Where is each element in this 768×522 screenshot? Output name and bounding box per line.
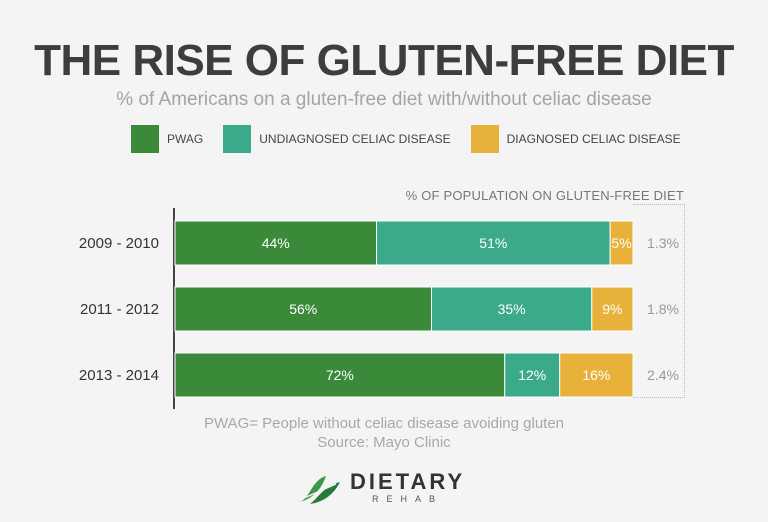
data-label: 35% — [498, 301, 526, 317]
population-value: 1.3% — [647, 235, 679, 251]
legend-label-undiagnosed: UNDIAGNOSED CELIAC DISEASE — [259, 132, 451, 146]
legend-item-pwag: PWAG — [131, 125, 203, 153]
data-label: 44% — [262, 235, 290, 251]
legend: PWAG UNDIAGNOSED CELIAC DISEASE DIAGNOSE… — [131, 125, 701, 153]
brand-logo: DIETARY REHAB — [296, 468, 465, 508]
population-bracket — [633, 204, 685, 398]
bar-segment — [559, 352, 634, 398]
chart-title: THE RISE OF GLUTEN-FREE DIET — [34, 36, 734, 85]
legend-label-pwag: PWAG — [167, 132, 204, 146]
legend-swatch-diagnosed — [470, 125, 499, 153]
logo-main-text: DIETARY — [350, 469, 466, 494]
legend-item-undiagnosed: UNDIAGNOSED CELIAC DISEASE — [223, 125, 451, 153]
population-value: 1.8% — [647, 301, 679, 317]
population-value: 2.4% — [647, 367, 679, 383]
data-label: 72% — [326, 367, 354, 383]
legend-label-diagnosed: DIAGNOSED CELIAC DISEASE — [506, 132, 681, 146]
data-label: 12% — [518, 367, 546, 383]
bar-segment — [609, 220, 634, 266]
dna-leaf-icon — [300, 476, 340, 504]
logo-sub-text: REHAB — [372, 494, 444, 504]
category-label: 2011 - 2012 — [80, 301, 159, 318]
data-label: 51% — [479, 235, 507, 251]
bar-segment — [174, 286, 432, 332]
legend-swatch-undiagnosed — [223, 125, 252, 153]
data-label: 9% — [602, 301, 622, 317]
source-note: Source: Mayo Clinic — [317, 434, 451, 451]
bar-segment — [174, 220, 378, 266]
bar-segment — [174, 352, 506, 398]
bar-segment — [591, 286, 634, 332]
legend-item-diagnosed: DIAGNOSED CELIAC DISEASE — [470, 125, 681, 153]
footnote: PWAG= People without celiac disease avoi… — [203, 415, 565, 432]
chart-subtitle: % of Americans on a gluten-free diet wit… — [116, 89, 652, 110]
data-label: 5% — [611, 235, 631, 251]
data-label: 16% — [582, 367, 610, 383]
category-label: 2013 - 2014 — [79, 367, 159, 384]
bar-segment — [430, 286, 593, 332]
legend-swatch-pwag — [131, 125, 159, 153]
population-label: % OF POPULATION ON GLUTEN-FREE DIET — [405, 188, 684, 203]
bar-segment — [504, 352, 561, 398]
data-label: 56% — [289, 301, 317, 317]
category-label: 2009 - 2010 — [79, 235, 159, 252]
